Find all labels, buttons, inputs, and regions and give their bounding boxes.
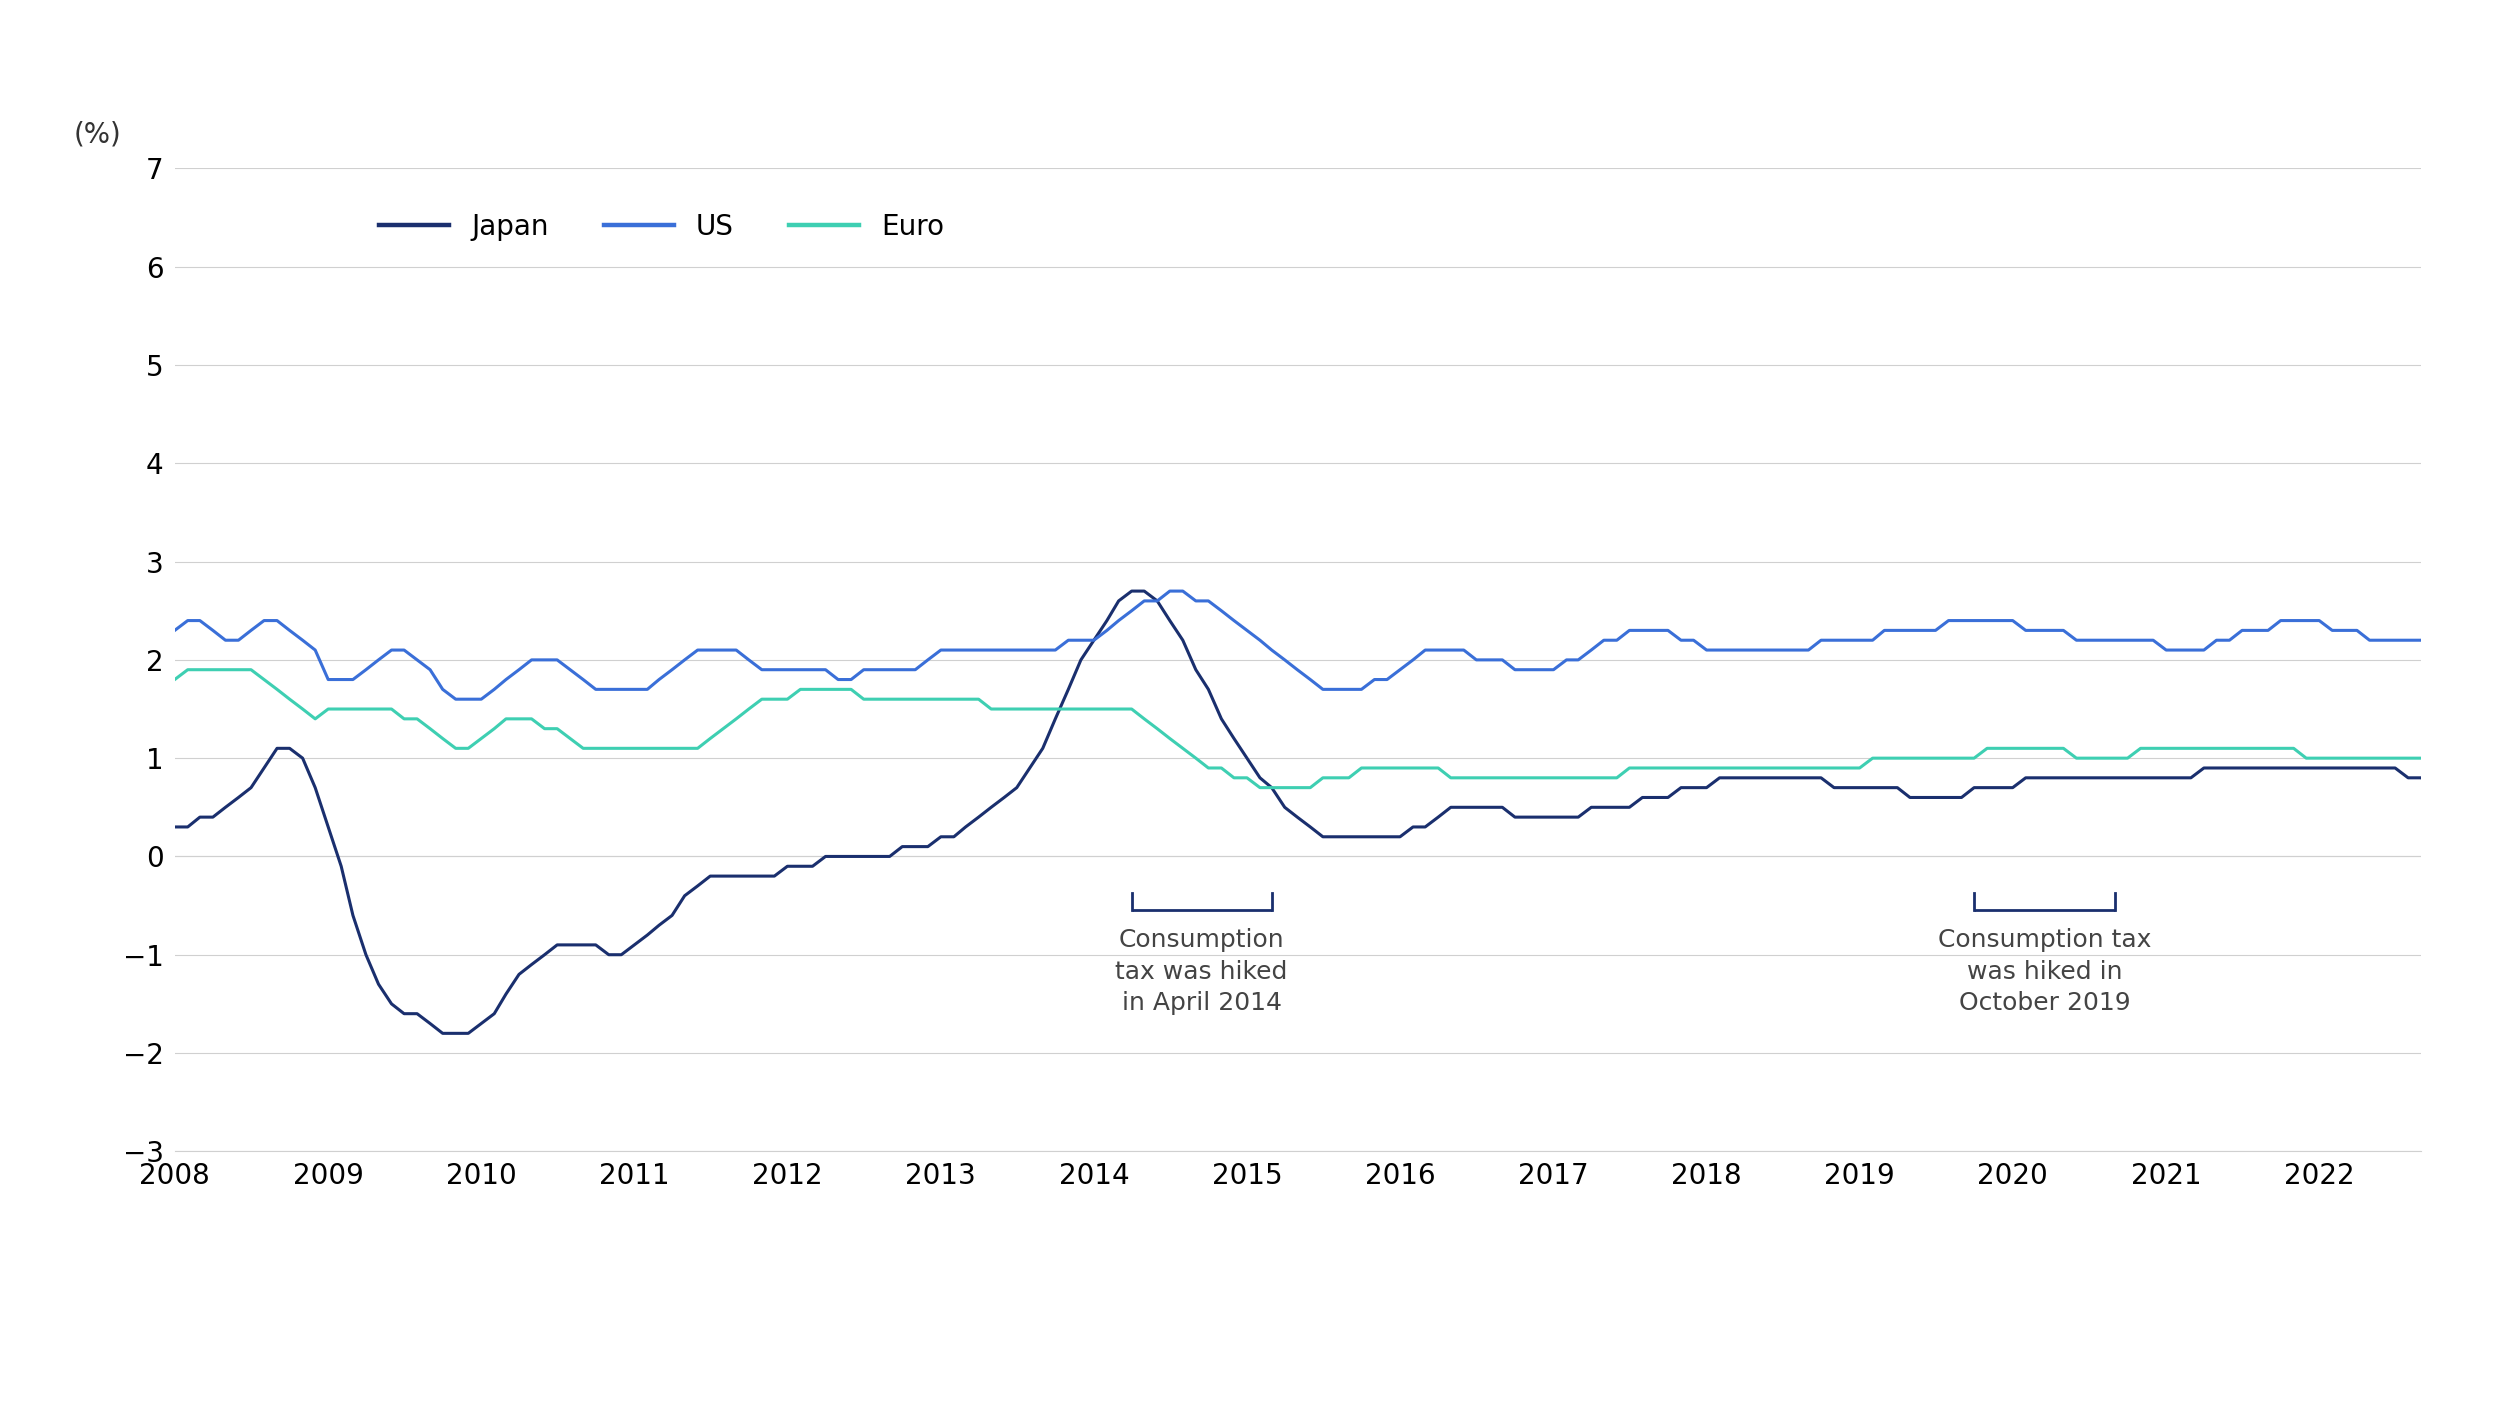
Line: US: US (175, 218, 2496, 758)
Line: Euro: Euro (175, 483, 2496, 817)
Text: (%): (%) (75, 121, 122, 149)
Text: Consumption
tax was hiked
in April 2014: Consumption tax was hiked in April 2014 (1116, 928, 1288, 1015)
Text: Consumption tax
was hiked in
October 2019: Consumption tax was hiked in October 201… (1937, 928, 2152, 1015)
Line: Japan: Japan (175, 591, 2496, 1033)
Legend: Japan, US, Euro: Japan, US, Euro (369, 202, 956, 253)
